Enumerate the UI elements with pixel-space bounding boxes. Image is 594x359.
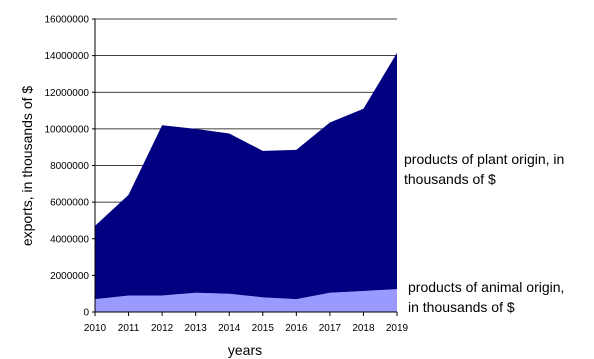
x-tick-label: 2012 [151,323,174,334]
x-tick-label: 2019 [386,323,409,334]
x-tick-label: 2017 [319,323,342,334]
x-tick-label: 2010 [84,323,107,334]
y-tick-label: 0 [83,308,89,319]
axes [92,18,398,316]
y-tick-label: 10000000 [45,124,90,135]
x-tick-label: 2018 [352,323,375,334]
series-area [95,52,397,300]
y-tick-label: 12000000 [45,88,90,99]
series-areas [95,52,397,312]
series-label: products of plant origin, in thousands of… [404,151,564,187]
series-labels: products of animal origin, in thousands o… [404,151,564,315]
y-axis-title: exports, in thousands of $ [19,86,35,247]
y-tick-label: 4000000 [50,234,89,245]
x-tick-label: 2011 [118,323,140,334]
y-tick-label: 14000000 [45,51,90,62]
x-tick-label: 2014 [218,323,241,334]
y-tick-label: 6000000 [50,198,89,209]
y-tick-label: 2000000 [50,271,89,282]
series-label: products of animal origin, in thousands o… [408,279,564,315]
x-tick-label: 2013 [185,323,208,334]
x-axis-title: years [228,342,262,358]
x-tick-label: 2015 [252,323,275,334]
y-tick-label: 8000000 [50,161,89,172]
x-tick-label: 2016 [285,323,308,334]
x-tick-labels: 2010 2011 2012 2013 2014 2015 2016 2017 2018 2019 [84,323,409,334]
y-tick-label: 16000000 [45,15,90,26]
y-tick-labels: 0 2000000 4000000 6000000 8000000 10000000 120… [45,15,90,319]
